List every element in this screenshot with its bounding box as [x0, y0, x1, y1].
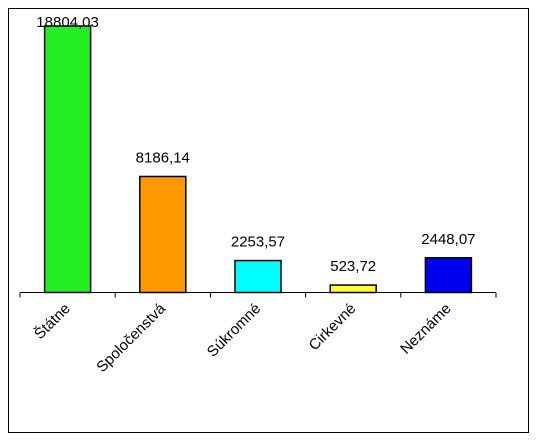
data-label: 2448,07	[421, 231, 475, 248]
bar	[329, 284, 377, 294]
chart-border	[8, 8, 529, 433]
data-label: 2253,57	[231, 234, 285, 251]
data-label: 523,72	[330, 258, 376, 275]
bar	[43, 25, 92, 294]
bar	[139, 175, 187, 294]
data-label: 18804,03	[36, 14, 99, 31]
bar	[424, 257, 473, 294]
data-label: 8186,14	[136, 149, 190, 166]
bar	[234, 259, 282, 294]
